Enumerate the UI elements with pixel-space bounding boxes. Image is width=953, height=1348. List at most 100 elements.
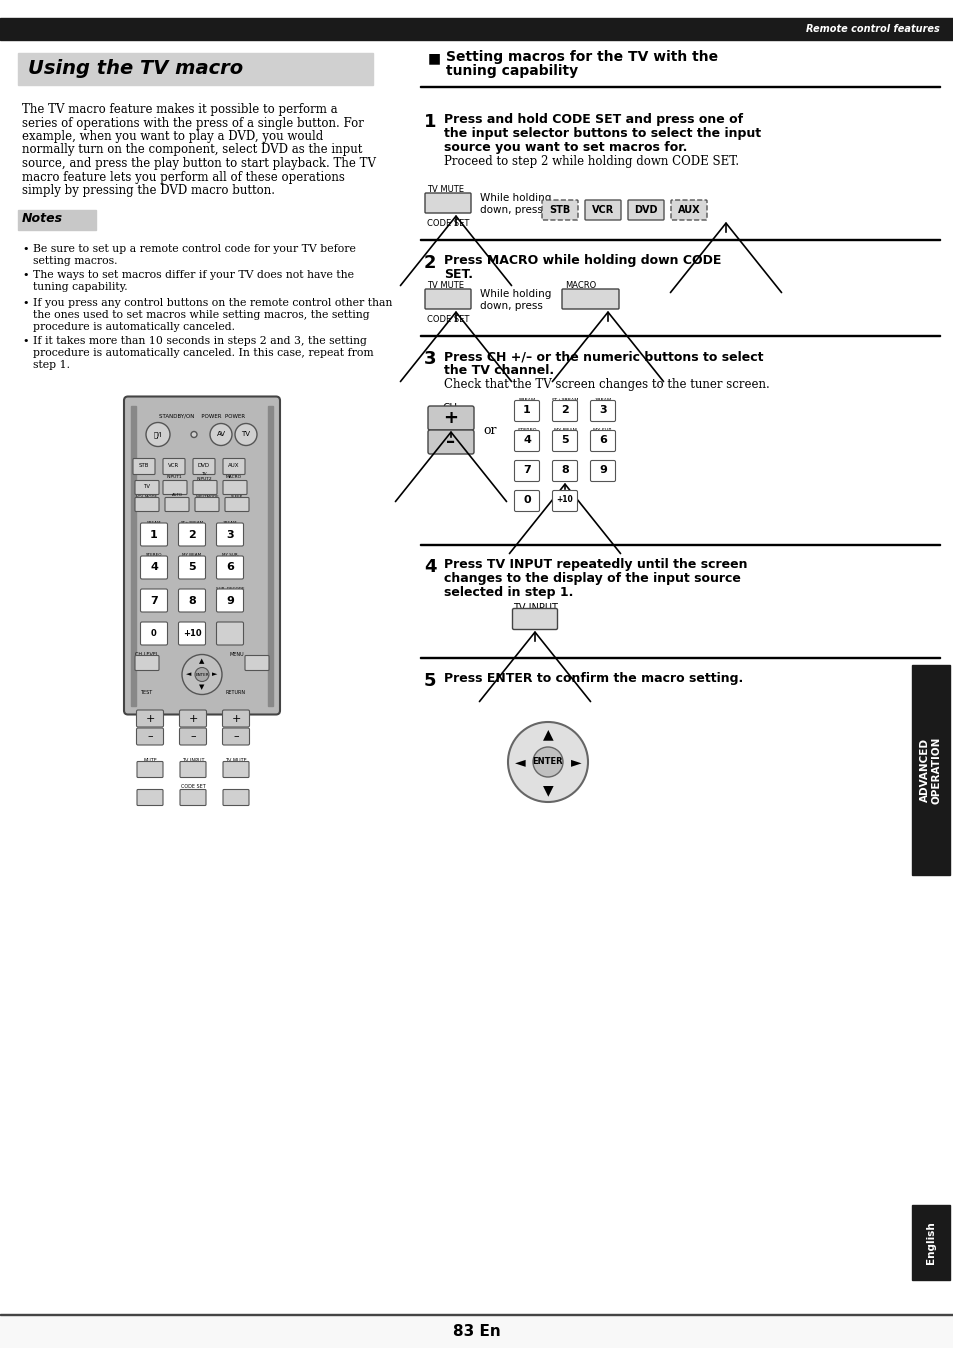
FancyBboxPatch shape — [216, 589, 243, 612]
Text: AUX: AUX — [677, 205, 700, 214]
FancyBboxPatch shape — [140, 523, 168, 546]
Circle shape — [234, 423, 256, 445]
Text: +: + — [443, 408, 458, 427]
FancyBboxPatch shape — [178, 523, 205, 546]
Text: ►: ► — [213, 671, 217, 678]
Text: MENU: MENU — [230, 652, 244, 656]
Text: 7: 7 — [150, 596, 157, 605]
Text: Press TV INPUT repeatedly until the screen: Press TV INPUT repeatedly until the scre… — [443, 558, 747, 572]
Text: +: + — [231, 713, 240, 724]
FancyBboxPatch shape — [140, 589, 168, 612]
Text: procedure is automatically canceled. In this case, repeat from: procedure is automatically canceled. In … — [33, 349, 374, 359]
FancyBboxPatch shape — [428, 406, 474, 430]
Text: –: – — [147, 732, 152, 741]
Text: 3: 3 — [423, 350, 436, 368]
FancyBboxPatch shape — [193, 458, 214, 474]
Text: ■: ■ — [428, 51, 440, 65]
FancyBboxPatch shape — [561, 288, 618, 309]
FancyBboxPatch shape — [136, 728, 163, 745]
Text: 3: 3 — [598, 404, 606, 415]
Bar — [18, 53, 373, 85]
Text: ►: ► — [570, 755, 580, 768]
FancyBboxPatch shape — [552, 400, 577, 422]
Text: TV MUTE: TV MUTE — [427, 282, 463, 291]
FancyBboxPatch shape — [179, 728, 206, 745]
Text: source you want to set macros for.: source you want to set macros for. — [443, 142, 687, 154]
Text: VOL MODE: VOL MODE — [136, 496, 157, 500]
Text: •: • — [22, 337, 29, 346]
Text: INPUT1: INPUT1 — [166, 474, 182, 479]
Text: •: • — [22, 271, 29, 280]
Circle shape — [194, 667, 209, 682]
FancyBboxPatch shape — [512, 608, 557, 630]
Text: ▼: ▼ — [199, 685, 205, 690]
FancyBboxPatch shape — [163, 458, 185, 474]
FancyBboxPatch shape — [135, 480, 159, 495]
Text: 3: 3 — [226, 530, 233, 539]
Text: TV VOL: TV VOL — [227, 710, 245, 714]
Circle shape — [146, 422, 170, 446]
Text: ENTER: ENTER — [195, 673, 209, 677]
Text: TV: TV — [241, 431, 251, 438]
Text: +: + — [188, 713, 197, 724]
Bar — [131, 406, 136, 705]
Text: MY BEAM: MY BEAM — [553, 429, 576, 434]
Text: 8: 8 — [560, 465, 568, 474]
Text: Using the TV macro: Using the TV macro — [28, 58, 243, 77]
FancyBboxPatch shape — [223, 790, 249, 806]
Text: changes to the display of the input source: changes to the display of the input sour… — [443, 572, 740, 585]
FancyBboxPatch shape — [216, 555, 243, 580]
Text: selected in step 1.: selected in step 1. — [443, 586, 573, 599]
Text: SET.: SET. — [443, 268, 473, 280]
Text: MACRO: MACRO — [564, 282, 596, 291]
FancyBboxPatch shape — [424, 288, 471, 309]
Text: While holding
down, press: While holding down, press — [479, 193, 551, 214]
Text: SUR. DECODE: SUR. DECODE — [215, 586, 244, 590]
FancyBboxPatch shape — [165, 497, 189, 511]
Text: ▲: ▲ — [542, 727, 553, 741]
Bar — [18, 209, 96, 229]
Text: CODE SET: CODE SET — [427, 220, 469, 229]
Text: ⏻/I: ⏻/I — [153, 431, 162, 438]
Text: TV
INPUT2: TV INPUT2 — [196, 472, 212, 481]
Text: CODE SET: CODE SET — [427, 315, 469, 325]
FancyBboxPatch shape — [223, 458, 245, 474]
FancyBboxPatch shape — [136, 710, 163, 727]
Text: SLEEP: SLEEP — [231, 496, 243, 500]
FancyBboxPatch shape — [590, 430, 615, 452]
Bar — [911, 1205, 949, 1281]
Text: The ways to set macros differ if your TV does not have the: The ways to set macros differ if your TV… — [33, 271, 354, 280]
FancyBboxPatch shape — [514, 400, 539, 422]
Text: While holding
down, press: While holding down, press — [479, 290, 551, 311]
Text: step 1.: step 1. — [33, 360, 70, 371]
FancyBboxPatch shape — [140, 555, 168, 580]
Text: the ones used to set macros while setting macros, the setting: the ones used to set macros while settin… — [33, 310, 369, 319]
Text: 1: 1 — [150, 530, 157, 539]
Text: ▼: ▼ — [542, 783, 553, 797]
FancyBboxPatch shape — [590, 400, 615, 422]
Text: Remote control features: Remote control features — [805, 24, 939, 34]
Bar — [419, 85, 939, 88]
FancyBboxPatch shape — [670, 200, 706, 220]
Text: VCR: VCR — [168, 462, 179, 468]
Text: VOLUME: VOLUME — [140, 710, 160, 714]
FancyBboxPatch shape — [514, 461, 539, 481]
Text: ADVANCED
OPERATION: ADVANCED OPERATION — [920, 736, 941, 803]
Text: 0: 0 — [522, 495, 530, 506]
Text: 1: 1 — [423, 113, 436, 131]
Text: 3BEAM: 3BEAM — [222, 520, 237, 524]
Text: 0: 0 — [151, 630, 156, 638]
FancyBboxPatch shape — [178, 555, 205, 580]
Bar — [911, 665, 949, 875]
Text: or: or — [483, 423, 497, 437]
Text: 8: 8 — [188, 596, 195, 605]
Text: •: • — [22, 244, 29, 253]
FancyBboxPatch shape — [216, 523, 243, 546]
Text: tuning capability.: tuning capability. — [33, 283, 128, 293]
FancyBboxPatch shape — [140, 621, 168, 644]
Text: TV INPUT: TV INPUT — [182, 758, 204, 763]
FancyBboxPatch shape — [222, 728, 250, 745]
FancyBboxPatch shape — [178, 589, 205, 612]
Circle shape — [210, 423, 232, 445]
Text: ENTER: ENTER — [532, 758, 562, 767]
